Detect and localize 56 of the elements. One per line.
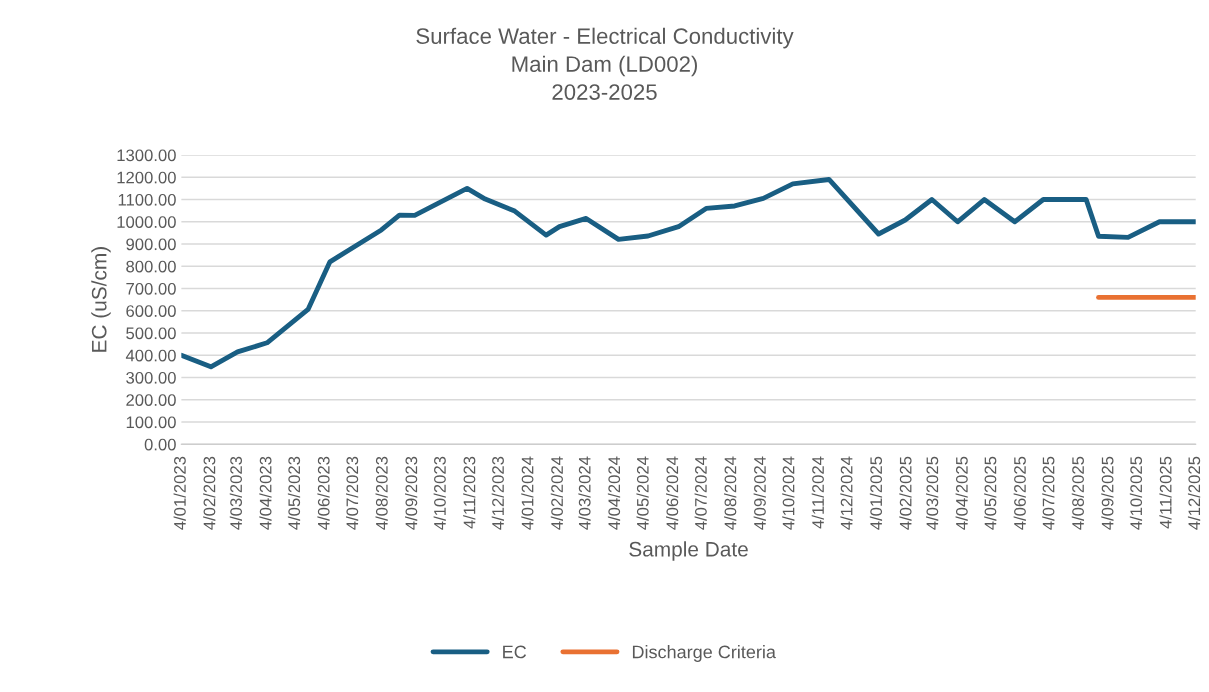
chart-title: Surface Water - Electrical Conductivity Main Dam (LD002) 2023-2025 <box>416 27 794 100</box>
x-tick-label: 4/01/2023 <box>173 456 186 530</box>
y-tick-label: 1100.00 <box>118 193 176 206</box>
x-tick-label: 4/08/2023 <box>375 456 388 530</box>
y-tick-label: 1300.00 <box>117 149 176 162</box>
x-tick-label: 4/03/2025 <box>926 456 939 530</box>
x-tick-label: 4/09/2025 <box>1101 456 1114 530</box>
x-tick-label: 4/08/2024 <box>724 456 737 530</box>
x-tick-label: 4/03/2024 <box>578 456 591 530</box>
y-tick-label: 200.00 <box>126 394 176 406</box>
x-tick-label: 4/12/2023 <box>491 456 504 530</box>
x-tick-label: 4/02/2023 <box>203 456 216 530</box>
y-tick-label: 900.00 <box>126 238 176 251</box>
legend-label: EC <box>503 645 527 659</box>
y-tick-label: 100.00 <box>126 416 176 429</box>
y-tick-label: 1200.00 <box>117 171 176 184</box>
y-axis-title: EC (uS/cm) <box>91 247 111 352</box>
x-tick-label: 4/05/2024 <box>636 456 649 530</box>
line-series <box>181 177 1196 370</box>
x-tick-label: 4/10/2024 <box>782 456 795 530</box>
x-tick-label: 4/06/2024 <box>665 456 679 530</box>
x-tick-label: 4/04/2025 <box>955 456 968 530</box>
legend-label: Discharge Criteria <box>632 645 776 662</box>
x-tick-label: 4/01/2025 <box>869 456 883 530</box>
x-tick-label: 4/12/2025 <box>1187 456 1201 530</box>
x-tick-label: 4/09/2024 <box>753 456 766 530</box>
y-tick-label: 400.00 <box>125 349 176 362</box>
x-tick-label: 4/01/2024 <box>521 456 534 530</box>
y-tick-label: 300.00 <box>126 371 176 384</box>
x-tick-label: 4/02/2024 <box>550 456 563 530</box>
x-tick-label: 4/06/2023 <box>317 456 330 530</box>
x-axis-title: Sample Date <box>629 541 748 561</box>
y-tick-label: 800.00 <box>126 260 176 273</box>
x-tick-label: 4/09/2023 <box>405 456 418 530</box>
x-tick-label: 4/02/2025 <box>899 456 912 530</box>
x-tick-label: 4/06/2025 <box>1013 456 1026 530</box>
x-tick-label: 4/12/2024 <box>840 456 853 530</box>
x-tick-label: 4/11/2025 <box>1159 456 1172 529</box>
y-tick-label: 500.00 <box>126 327 176 340</box>
x-tick-label: 4/04/2023 <box>259 456 272 530</box>
x-tick-label: 4/10/2023 <box>433 456 446 530</box>
x-tick-label: 4/03/2023 <box>229 456 243 530</box>
x-tick-label: 4/04/2024 <box>607 456 621 530</box>
x-tick-label: 4/05/2023 <box>287 456 301 530</box>
y-tick-label: 1000.00 <box>117 216 176 228</box>
y-tick-label: 700.00 <box>126 282 176 295</box>
y-tick-label: 0.00 <box>144 438 176 451</box>
x-tick-label: 4/08/2025 <box>1071 456 1084 530</box>
x-tick-label: 4/07/2023 <box>345 456 359 530</box>
x-tick-label: 4/10/2025 <box>1129 456 1143 530</box>
x-tick-label: 4/07/2025 <box>1042 456 1055 530</box>
x-tick-label: 4/11/2023 <box>463 456 476 529</box>
x-tick-label: 4/07/2024 <box>694 456 707 530</box>
y-tick-label: 600.00 <box>126 305 176 317</box>
x-tick-label: 4/11/2024 <box>811 456 824 529</box>
x-tick-label: 4/05/2025 <box>984 456 997 530</box>
